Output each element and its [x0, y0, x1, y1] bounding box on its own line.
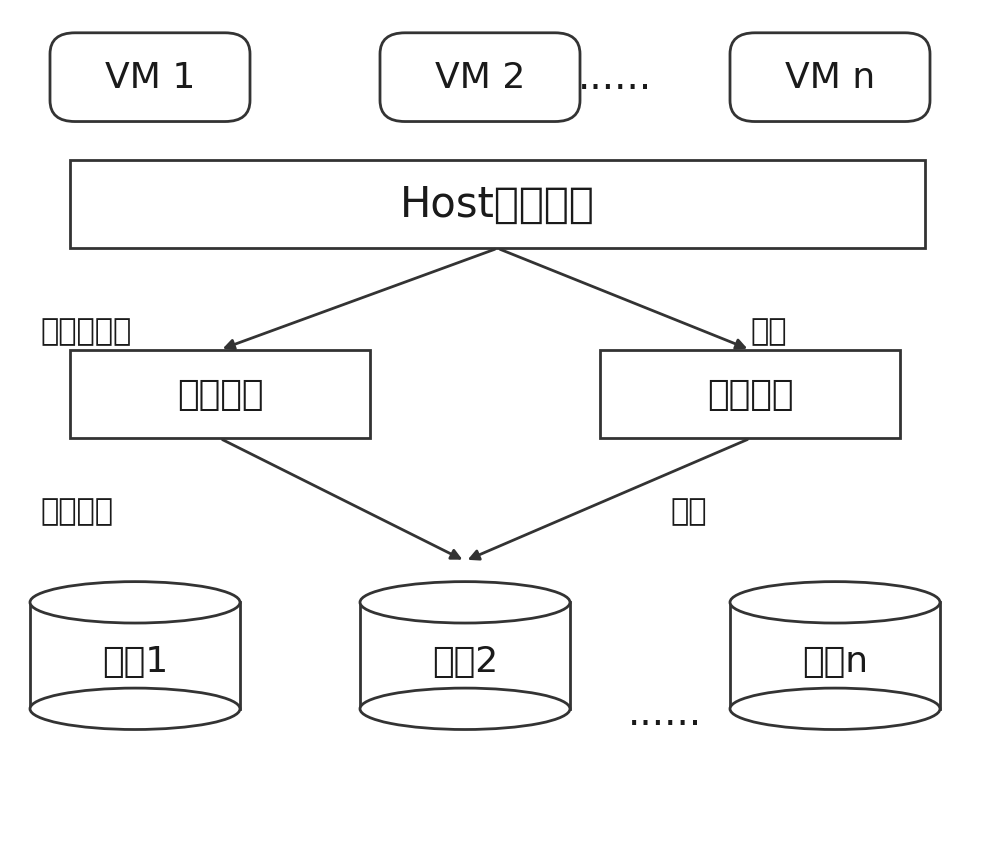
- Text: 碎片分析: 碎片分析: [177, 377, 263, 412]
- Text: 镜像1: 镜像1: [102, 644, 168, 678]
- Text: ......: ......: [578, 59, 652, 96]
- Text: 选择及分析: 选择及分析: [40, 316, 131, 345]
- Text: 整理: 整理: [750, 316, 786, 345]
- Text: VM 1: VM 1: [105, 61, 195, 95]
- Bar: [70, 160, 925, 249]
- Bar: [70, 350, 370, 439]
- Text: 获取信息: 获取信息: [40, 496, 113, 525]
- Text: 镜像2: 镜像2: [432, 644, 498, 678]
- Ellipse shape: [30, 582, 240, 623]
- FancyBboxPatch shape: [380, 34, 580, 122]
- Ellipse shape: [730, 689, 940, 729]
- FancyBboxPatch shape: [50, 34, 250, 122]
- Ellipse shape: [360, 689, 570, 729]
- Text: 整理: 整理: [670, 496, 706, 525]
- Bar: [730, 603, 940, 709]
- Text: VM 2: VM 2: [435, 61, 525, 95]
- Bar: [30, 603, 240, 709]
- Text: 镜僎n: 镜僎n: [802, 644, 868, 678]
- Text: ......: ......: [628, 695, 702, 732]
- FancyBboxPatch shape: [730, 34, 930, 122]
- Text: 碎片整理: 碎片整理: [707, 377, 793, 412]
- Bar: [600, 350, 900, 439]
- Bar: [360, 603, 570, 709]
- Ellipse shape: [360, 582, 570, 623]
- Ellipse shape: [730, 582, 940, 623]
- Text: Host用户界面: Host用户界面: [400, 184, 595, 225]
- Text: VM n: VM n: [785, 61, 875, 95]
- Ellipse shape: [30, 689, 240, 729]
